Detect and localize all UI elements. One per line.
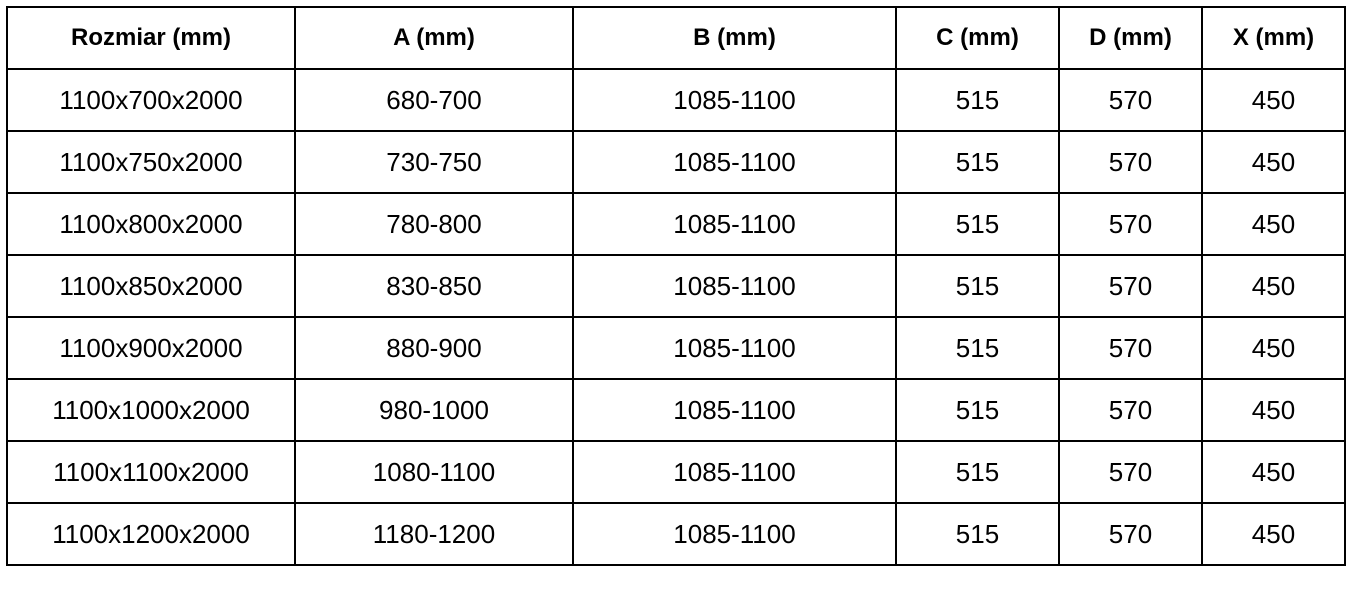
table-row: 1100x850x2000 830-850 1085-1100 515 570 450 xyxy=(6,254,1346,318)
table-cell: 515 xyxy=(895,316,1060,380)
table-cell: 570 xyxy=(1058,502,1203,566)
table-cell: 1100x1000x2000 xyxy=(6,378,296,442)
table-cell: 1085-1100 xyxy=(572,440,897,504)
table-cell: 450 xyxy=(1201,254,1346,318)
table-cell: 570 xyxy=(1058,254,1203,318)
table-cell: 450 xyxy=(1201,378,1346,442)
table-row: 1100x1200x2000 1180-1200 1085-1100 515 570 45… xyxy=(6,502,1346,566)
table-cell: 1085-1100 xyxy=(572,316,897,380)
table-cell: 880-900 xyxy=(294,316,574,380)
column-header: D (mm) xyxy=(1058,6,1203,70)
table-cell: 515 xyxy=(895,502,1060,566)
table-cell: 980-1000 xyxy=(294,378,574,442)
table-cell: 450 xyxy=(1201,502,1346,566)
table-cell: 515 xyxy=(895,378,1060,442)
column-header: C (mm) xyxy=(895,6,1060,70)
table-cell: 450 xyxy=(1201,440,1346,504)
table-cell: 1100x850x2000 xyxy=(6,254,296,318)
table-row: 1100x1000x2000 980-1000 1085-1100 515 570 450 xyxy=(6,378,1346,442)
column-header: A (mm) xyxy=(294,6,574,70)
table-row: 1100x700x2000 680-700 1085-1100 515 570 450 xyxy=(6,68,1346,132)
table-cell: 515 xyxy=(895,440,1060,504)
table-cell: 515 xyxy=(895,130,1060,194)
table-cell: 1080-1100 xyxy=(294,440,574,504)
table-cell: 570 xyxy=(1058,130,1203,194)
table-cell: 1100x750x2000 xyxy=(6,130,296,194)
table-row: 1100x750x2000 730-750 1085-1100 515 570 450 xyxy=(6,130,1346,194)
table-cell: 570 xyxy=(1058,378,1203,442)
table-cell: 450 xyxy=(1201,130,1346,194)
table-cell: 515 xyxy=(895,254,1060,318)
table-cell: 1100x700x2000 xyxy=(6,68,296,132)
table-cell: 450 xyxy=(1201,192,1346,256)
table-cell: 830-850 xyxy=(294,254,574,318)
table-cell: 730-750 xyxy=(294,130,574,194)
table-cell: 1100x800x2000 xyxy=(6,192,296,256)
table-cell: 1100x900x2000 xyxy=(6,316,296,380)
table-cell: 515 xyxy=(895,68,1060,132)
table-cell: 515 xyxy=(895,192,1060,256)
table-cell: 1180-1200 xyxy=(294,502,574,566)
table-cell: 450 xyxy=(1201,316,1346,380)
column-header: B (mm) xyxy=(572,6,897,70)
table-row: 1100x900x2000 880-900 1085-1100 515 570 450 xyxy=(6,316,1346,380)
column-header: Rozmiar (mm) xyxy=(6,6,296,70)
table-cell: 680-700 xyxy=(294,68,574,132)
header-row: Rozmiar (mm) A (mm) B (mm) C (mm) D (mm) X (m… xyxy=(6,6,1346,70)
column-header: X (mm) xyxy=(1201,6,1346,70)
table-cell: 1085-1100 xyxy=(572,378,897,442)
table-cell: 1100x1100x2000 xyxy=(6,440,296,504)
table-row: 1100x800x2000 780-800 1085-1100 515 570 450 xyxy=(6,192,1346,256)
table-cell: 450 xyxy=(1201,68,1346,132)
table-cell: 570 xyxy=(1058,192,1203,256)
table-cell: 780-800 xyxy=(294,192,574,256)
table-cell: 570 xyxy=(1058,440,1203,504)
table-cell: 570 xyxy=(1058,68,1203,132)
table-cell: 1085-1100 xyxy=(572,130,897,194)
table-cell: 1085-1100 xyxy=(572,254,897,318)
dimensions-table: Rozmiar (mm) A (mm) B (mm) C (mm) D (mm) X (m… xyxy=(6,6,1346,566)
table-cell: 1085-1100 xyxy=(572,192,897,256)
table-row: 1100x1100x2000 1080-1100 1085-1100 515 570 45… xyxy=(6,440,1346,504)
table-cell: 1085-1100 xyxy=(572,502,897,566)
table-cell: 570 xyxy=(1058,316,1203,380)
table-cell: 1100x1200x2000 xyxy=(6,502,296,566)
table-cell: 1085-1100 xyxy=(572,68,897,132)
